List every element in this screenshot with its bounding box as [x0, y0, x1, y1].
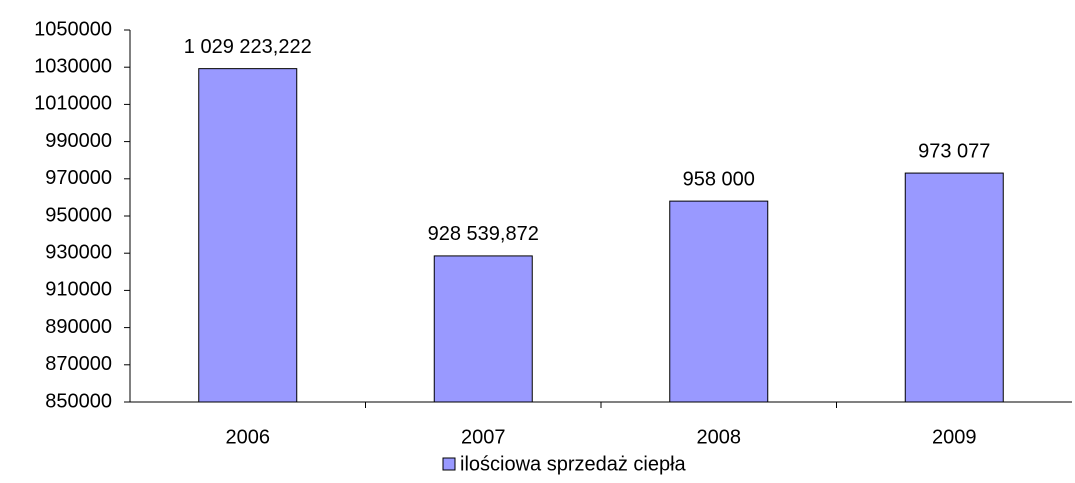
y-tick-label: 1030000 [34, 55, 112, 77]
y-tick-label: 1010000 [34, 93, 112, 115]
x-tick-label: 2008 [697, 426, 742, 448]
y-tick-label: 910000 [45, 279, 112, 301]
bar [198, 68, 298, 403]
bar [669, 200, 769, 403]
y-tick-label: 990000 [45, 130, 112, 152]
legend-label: ilościowa sprzedaż ciepła [460, 453, 687, 475]
data-label: 1 029 223,222 [184, 36, 312, 58]
y-tick-label: 890000 [45, 316, 112, 338]
x-tick-label: 2006 [226, 426, 271, 448]
y-tick-label: 950000 [45, 204, 112, 226]
legend-swatch [442, 457, 456, 471]
y-tick-label: 930000 [45, 241, 112, 263]
y-tick-label: 970000 [45, 167, 112, 189]
x-tick-label: 2009 [932, 426, 977, 448]
data-label: 928 539,872 [428, 223, 539, 245]
data-label: 958 000 [683, 168, 755, 190]
y-tick-label: 870000 [45, 353, 112, 375]
y-tick-label: 850000 [45, 390, 112, 412]
y-tick-label: 1050000 [34, 18, 112, 40]
x-tick-label: 2007 [461, 426, 506, 448]
bar [904, 172, 1004, 403]
bar [433, 255, 533, 403]
data-label: 973 077 [918, 140, 990, 162]
